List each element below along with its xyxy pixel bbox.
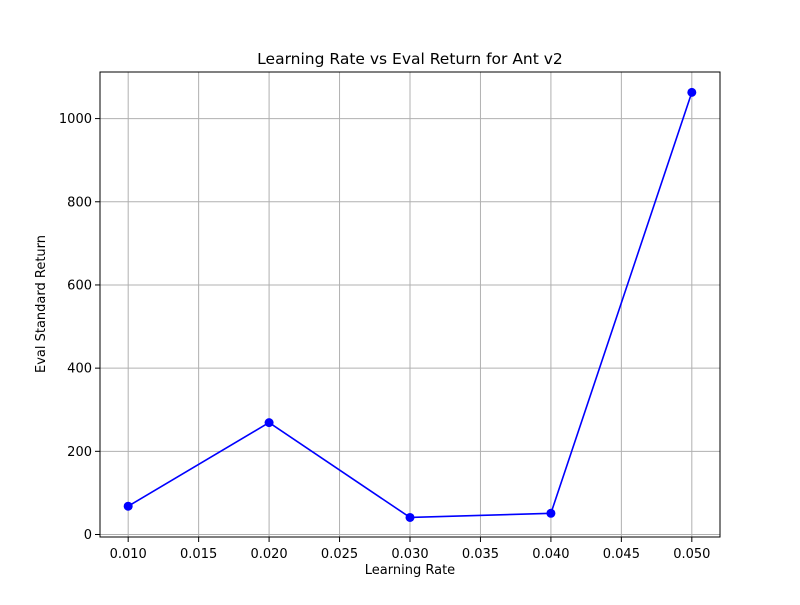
grid bbox=[100, 72, 720, 537]
x-tick-label: 0.020 bbox=[250, 547, 287, 562]
x-tick-label: 0.045 bbox=[603, 547, 640, 562]
y-tick-label: 200 bbox=[67, 445, 92, 460]
y-tick-label: 800 bbox=[67, 195, 92, 210]
data-point bbox=[687, 87, 697, 97]
x-tick-label: 0.050 bbox=[673, 547, 710, 562]
chart-title: Learning Rate vs Eval Return for Ant v2 bbox=[257, 50, 563, 68]
data-point bbox=[264, 418, 274, 428]
x-tick-label: 0.025 bbox=[321, 547, 358, 562]
data-point bbox=[123, 501, 133, 511]
x-tick-label: 0.015 bbox=[180, 547, 217, 562]
series-layer bbox=[123, 87, 697, 522]
x-tick-label: 0.010 bbox=[110, 547, 147, 562]
x-axis-ticks: 0.010 0.015 0.020 0.025 0.030 0.035 0.040 0.045… bbox=[110, 537, 710, 562]
y-tick-label: 1000 bbox=[59, 112, 92, 127]
x-axis-label: Learning Rate bbox=[365, 563, 455, 578]
y-tick-label: 400 bbox=[67, 362, 92, 377]
x-tick-label: 0.030 bbox=[391, 547, 428, 562]
x-tick-label: 0.035 bbox=[462, 547, 499, 562]
y-axis-ticks: 0 200 400 600 800 1000 bbox=[59, 112, 100, 543]
data-point bbox=[405, 512, 415, 522]
y-tick-label: 0 bbox=[84, 528, 92, 543]
y-tick-label: 600 bbox=[67, 278, 92, 293]
y-axis-label: Eval Standard Return bbox=[34, 235, 49, 373]
x-tick-label: 0.040 bbox=[532, 547, 569, 562]
data-point bbox=[546, 508, 556, 518]
